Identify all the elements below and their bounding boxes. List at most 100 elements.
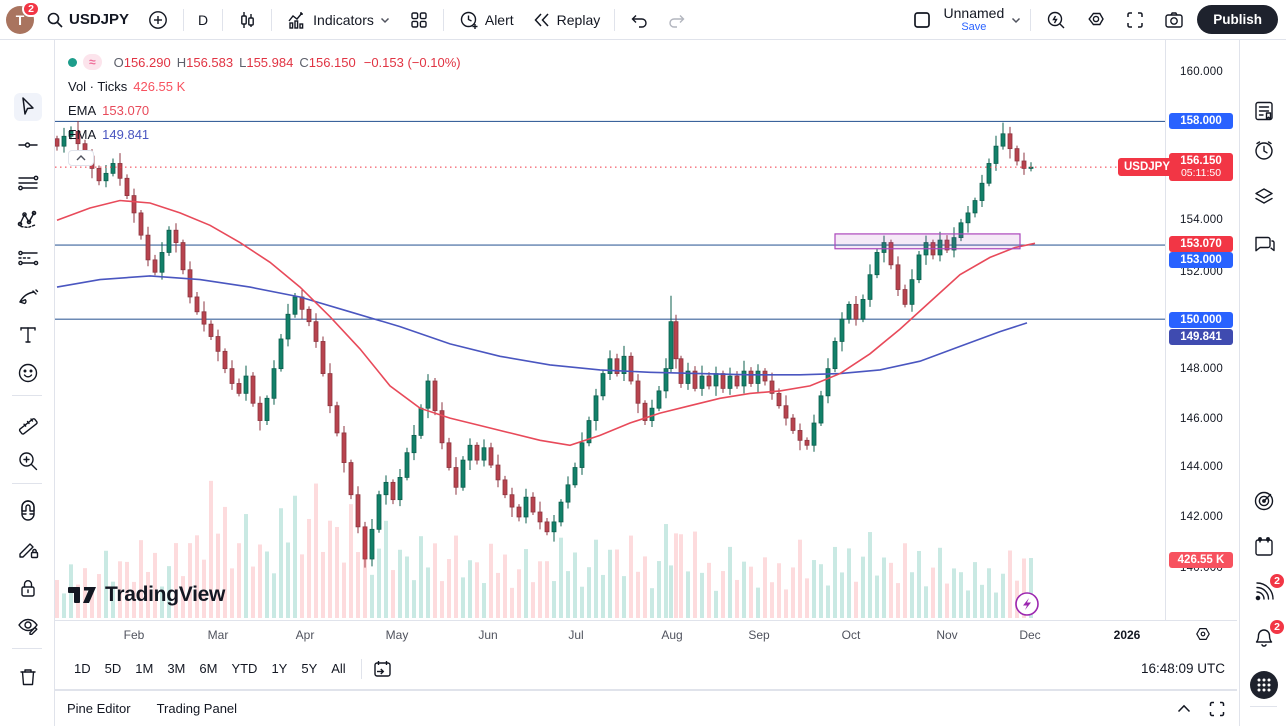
panel-chevron-up-icon[interactable] [1177,704,1191,713]
legend-ema-slow-row[interactable]: EMA 149.841 [68,122,461,146]
chat-button[interactable] [1249,229,1279,259]
magnet-tool-button[interactable] [14,498,42,526]
time-axis-label: Mar [207,628,229,642]
candle-body [713,373,719,387]
brush-tool-button[interactable] [14,283,42,311]
hide-drawings-tool-button[interactable] [14,612,42,640]
zoom-in-tool-button[interactable] [14,447,42,475]
time-axis[interactable]: Feb Mar Apr May Jun Jul Aug Sep Oct Nov Dec 2026 [55,620,1237,648]
volume-value: 426.55 K [133,78,186,94]
clock-utc[interactable]: 16:48:09 UTC [1140,661,1225,676]
legend-ema-fast-row[interactable]: EMA 153.070 [68,98,461,122]
panel-expand-icon[interactable] [1209,701,1225,717]
streams-button[interactable]: 2 [1249,573,1285,607]
candle-body [264,397,270,421]
settings-button[interactable] [1079,5,1113,35]
publish-button[interactable]: Publish [1197,5,1278,34]
price-axis-label: 148.000 [1180,363,1223,375]
volume-bar [924,586,928,618]
candle-body [61,135,67,147]
chart-style-button[interactable] [231,6,263,34]
timeframe-all-button[interactable]: All [331,661,346,676]
xabcd-pattern-tool-button[interactable] [14,206,42,234]
indicators-button[interactable]: Indicators [280,5,397,35]
user-avatar[interactable]: T 2 [6,0,40,34]
timeframe-ytd-button[interactable]: YTD [231,661,258,676]
legend-volume-row[interactable]: Vol · Ticks 426.55 K [68,74,461,98]
apps-grid-button[interactable] [1249,670,1279,700]
alert-button[interactable]: Alert [452,5,520,35]
drawing-mode-tool-button[interactable] [14,536,42,564]
volume-bar [342,562,346,618]
timeframe-1d-button[interactable]: 1D [74,661,91,676]
indicator-templates-button[interactable] [403,6,435,34]
timeframe-1m-button[interactable]: 1M [135,661,154,676]
chart-legend: ≈ O156.290 H156.583 L155.984 C156.150 −0.153… [68,50,461,166]
compare-add-symbol-button[interactable] [141,5,175,35]
volume-bar [812,560,816,618]
emoji-tool-button[interactable] [14,359,42,387]
object-tree-button[interactable] [1249,182,1279,212]
indicators-icon [286,9,308,31]
timeframe-5d-button[interactable]: 5D [104,661,122,676]
rectangle-drawing[interactable] [834,233,1021,250]
volume-bar [573,552,577,618]
remove-drawings-tool-icon [16,665,40,689]
calendar-button[interactable] [1249,532,1279,562]
legend-collapse-button[interactable] [68,150,94,166]
legend-series-row[interactable]: ≈ O156.290 H156.583 L155.984 C156.150 −0.153… [68,50,461,74]
camera-icon [1163,9,1185,31]
change-value: −0.153 (−0.10%) [363,54,461,70]
fullscreen-button[interactable] [1119,6,1151,34]
candle-body [720,373,726,389]
save-button[interactable]: Save [961,21,987,34]
ema-fast-line[interactable] [56,199,1036,447]
interval-button[interactable]: D [192,8,214,32]
volume-bar [669,565,673,618]
remove-drawings-tool-button[interactable] [14,663,42,691]
candle-body [285,313,291,340]
chart-area[interactable]: ≈ O156.290 H156.583 L155.984 C156.150 −0.153… [55,40,1237,648]
timeframe-3m-button[interactable]: 3M [167,661,186,676]
ideas-button[interactable] [1249,486,1279,516]
chat-icon [1252,232,1276,256]
timeframe-1y-button[interactable]: 1Y [271,661,288,676]
go-to-date-button[interactable] [370,656,396,682]
trend-line-tool-button[interactable] [14,131,42,159]
horizontal-lines-tool-button[interactable] [14,169,42,197]
candlestick-chart[interactable] [55,40,1165,620]
quick-search-button[interactable] [1039,5,1073,35]
ema-slow-line[interactable] [56,275,1028,376]
volume-bar [629,535,633,618]
timeframe-5y-button[interactable]: 5Y [301,661,318,676]
timeframe-6m-button[interactable]: 6M [199,661,218,676]
replay-button[interactable]: Replay [526,6,607,34]
text-tool-button[interactable] [14,321,42,349]
candle-body [572,467,578,486]
chevron-down-icon[interactable] [1010,14,1022,26]
volume-bar [903,543,907,618]
tradingview-logo[interactable]: TradingView [68,583,225,607]
price-axis[interactable]: 160.000 154.000 152.000 148.000 146.000 144.0… [1165,40,1237,620]
lock-drawings-tool-button[interactable] [14,574,42,602]
snapshot-button[interactable] [1157,5,1191,35]
measure-tool-button[interactable] [14,409,42,437]
volume-bar [615,549,619,618]
volume-bar [608,549,612,618]
layout-select-button[interactable] [906,6,938,34]
redo-button[interactable] [661,6,693,34]
notifications-button[interactable]: 2 [1249,619,1285,653]
fib-retracement-tool-button[interactable] [14,245,42,273]
alerts-button[interactable] [1249,136,1279,166]
cursor-tool-button[interactable] [14,93,42,121]
candle-body [544,521,550,533]
trading-panel-tab[interactable]: Trading Panel [156,701,238,716]
volume-bar [454,535,458,618]
pine-editor-tab[interactable]: Pine Editor [67,701,131,716]
symbol-search-button[interactable]: USDJPY [40,7,135,33]
axis-settings-gear-icon[interactable] [1195,626,1211,642]
watchlist-button[interactable] [1249,96,1279,126]
layout-name-block[interactable]: Unnamed Save [944,5,1005,34]
ohlc-letter: O [113,54,124,70]
undo-button[interactable] [623,6,655,34]
